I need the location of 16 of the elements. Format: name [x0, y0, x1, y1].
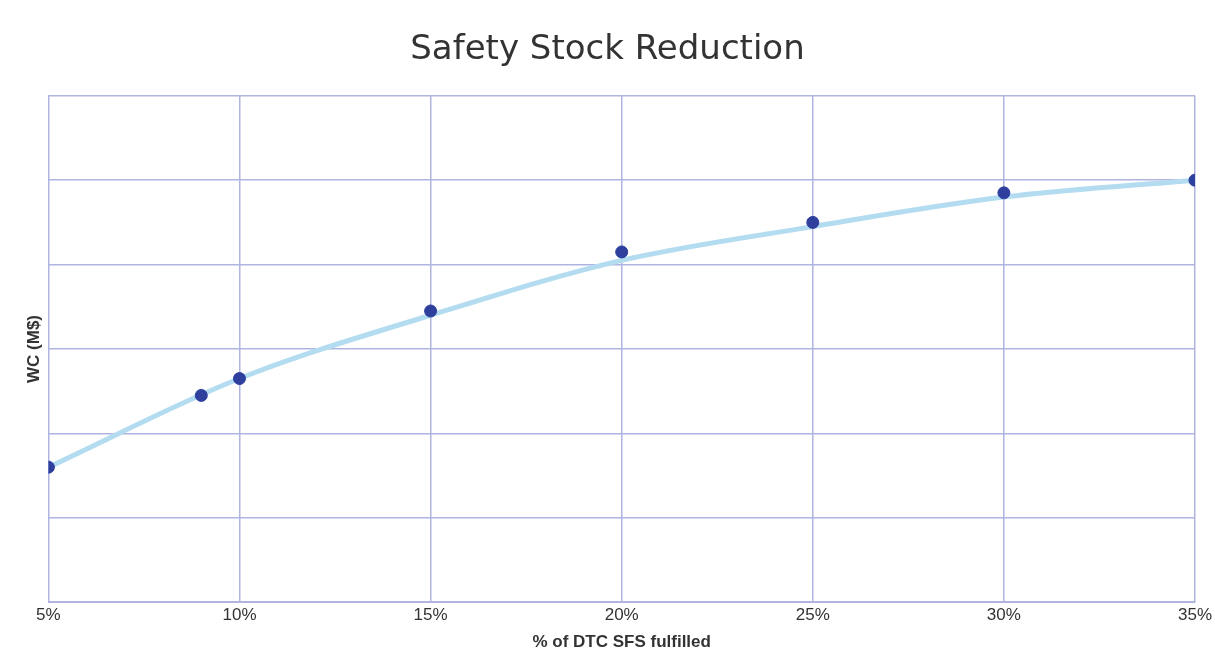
point — [997, 186, 1011, 200]
x-tick-label: 25% — [795, 605, 830, 625]
chart-title: Safety Stock Reduction — [410, 27, 805, 68]
point — [194, 388, 208, 402]
x-tick-label: 5% — [36, 605, 61, 625]
x-tick-label: 20% — [604, 605, 639, 625]
x-tick-label: 10% — [222, 605, 257, 625]
x-axis-title: % of DTC SFS fulfilled — [532, 632, 711, 652]
x-tick-label: 15% — [413, 605, 448, 625]
y-axis-title: WC (M$) — [23, 315, 43, 383]
x-tick-label: 35% — [1177, 605, 1212, 625]
x-tick-label: 30% — [986, 605, 1021, 625]
point — [806, 215, 820, 229]
point — [615, 245, 629, 259]
point — [424, 304, 438, 318]
point — [233, 372, 246, 386]
